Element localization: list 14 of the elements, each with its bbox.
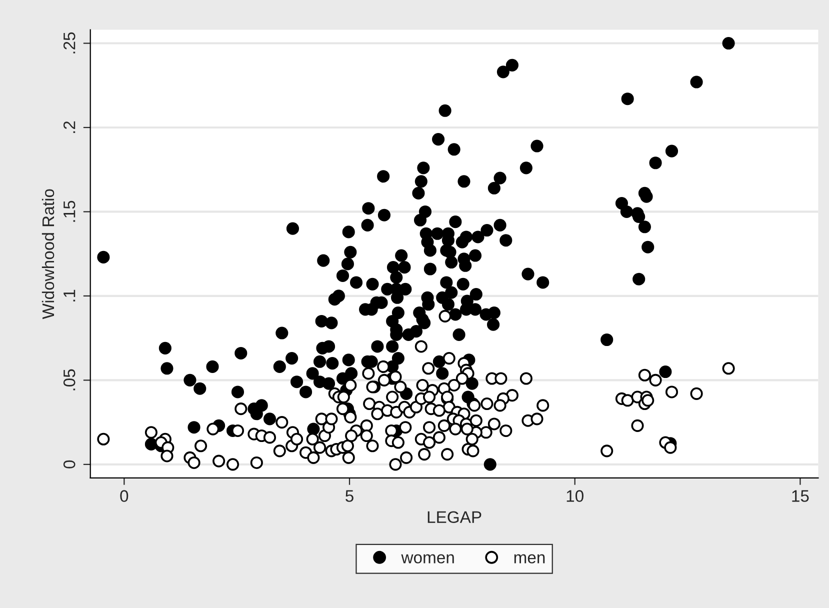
x-tick-label: 10 [566,490,584,502]
legend-label: men [514,554,545,564]
x-axis-title: LEGAP [428,511,482,524]
y-tick-label: 0 [63,460,76,468]
y-tick-label: .2 [63,121,76,133]
x-tick-label: 15 [792,490,809,502]
legend-label: women [401,554,454,564]
x-tick-label: 0 [120,490,128,502]
x-tick-label: 5 [346,490,354,502]
y-tick-label: .05 [63,369,76,390]
y-tick-label: .25 [63,32,76,54]
y-axis-title: Widowhood Ratio [42,189,54,320]
y-tick-label: .1 [64,290,76,302]
y-tick-label: .15 [64,200,76,222]
